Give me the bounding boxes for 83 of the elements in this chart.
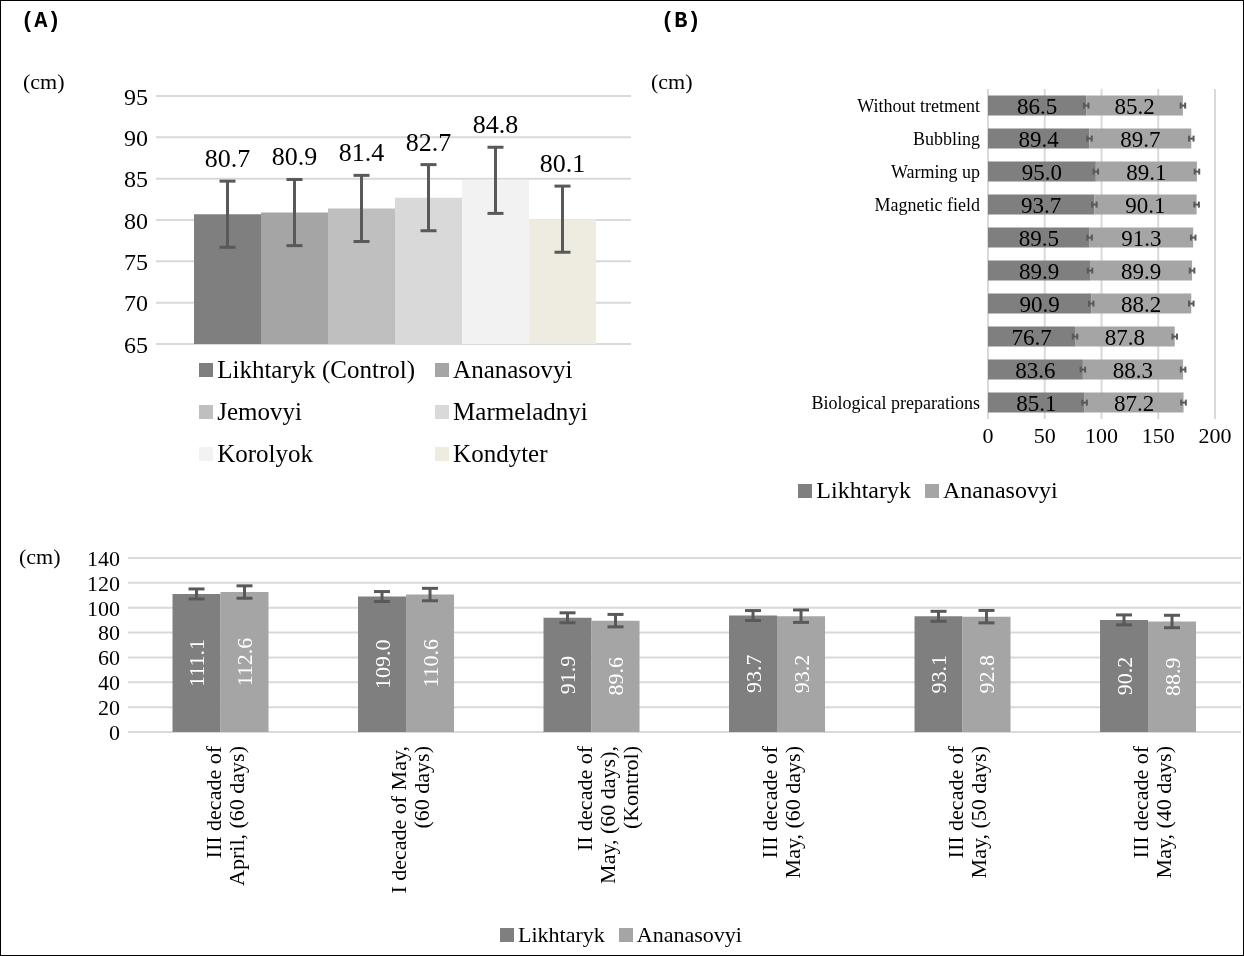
- y-tick-label: Bubbling: [912, 128, 980, 149]
- data-label: 92.8: [974, 655, 1000, 694]
- data-label: 93.7: [740, 654, 766, 694]
- legend-label: Ananasovyi: [942, 477, 1058, 504]
- data-label: 91.3: [1121, 225, 1162, 251]
- x-tick-label: III decade of April, (60 days): [200, 745, 249, 886]
- data-label: 82.7: [405, 127, 452, 157]
- data-label: 89.7: [1120, 126, 1161, 152]
- data-label: 89.4: [1018, 126, 1060, 152]
- legend-label: Likhtaryk (Control): [217, 356, 416, 384]
- data-label: 80.7: [204, 144, 251, 174]
- y-tick-label: 100: [87, 595, 120, 621]
- chart-title: (A): [21, 9, 61, 34]
- x-tick-label: III decade of May, (40 days): [1128, 745, 1177, 879]
- x-tick-label: 200: [1198, 422, 1232, 448]
- data-label: 93.2: [788, 654, 814, 694]
- y-tick-label: 65: [124, 331, 148, 358]
- data-label: 81.4: [338, 138, 385, 168]
- x-tick-label: 150: [1141, 422, 1175, 448]
- data-label: 89.5: [1018, 225, 1059, 251]
- y-axis-title: (cm): [19, 544, 61, 570]
- data-label: 85.2: [1114, 93, 1155, 119]
- legend-label: Jemovyi: [217, 398, 302, 426]
- y-tick-label: Biological preparations: [811, 392, 980, 413]
- x-tick-label: II decade of May, (60 days), (Kontrol): [571, 745, 643, 884]
- y-tick-label: 75: [124, 248, 148, 275]
- y-tick-label: 80: [98, 620, 120, 646]
- data-label: 93.1: [926, 654, 952, 694]
- y-tick-label: 20: [98, 694, 120, 720]
- data-label: 109.0: [369, 639, 395, 690]
- data-label: 88.9: [1159, 657, 1185, 697]
- y-tick-label: 60: [98, 645, 120, 671]
- data-label: 112.6: [232, 637, 258, 687]
- legend-label: Marmeladnyi: [453, 398, 588, 426]
- data-label: 90.9: [1019, 291, 1060, 317]
- x-tick-label: III decade of May, (60 days): [757, 745, 806, 879]
- y-tick-label: 140: [87, 545, 120, 571]
- y-tick-label: 0: [109, 719, 120, 745]
- data-label: 88.3: [1112, 357, 1154, 383]
- x-tick-label: I decade of May, (60 days): [386, 746, 435, 894]
- data-label: 111.1: [184, 639, 210, 687]
- y-tick-label: Warming up: [890, 161, 980, 182]
- data-label: 85.1: [1016, 390, 1057, 416]
- data-label: 88.2: [1121, 291, 1162, 317]
- data-label: 110.6: [417, 638, 443, 688]
- data-label: 91.9: [555, 655, 581, 695]
- data-label: 89.6: [603, 657, 629, 696]
- data-label: 90.2: [1111, 656, 1137, 696]
- legend-label: Likhtaryk: [518, 922, 605, 948]
- y-tick-label: 95: [124, 83, 148, 110]
- data-label: 87.2: [1113, 390, 1155, 416]
- legend-label: Likhtaryk: [816, 477, 911, 504]
- data-label: 93.7: [1021, 192, 1062, 218]
- data-label: 89.1: [1126, 159, 1167, 185]
- y-tick-label: 70: [124, 290, 148, 317]
- y-tick-label: 85: [124, 166, 148, 193]
- data-label: 83.6: [1015, 357, 1056, 383]
- x-tick-label: III decade of May, (50 days): [942, 745, 991, 879]
- y-tick-label: 40: [98, 670, 120, 696]
- legend-label: Ananasovyi: [636, 922, 742, 948]
- y-tick-label: 120: [87, 570, 120, 596]
- y-tick-label: 80: [124, 207, 148, 234]
- data-label: 76.7: [1011, 324, 1052, 350]
- data-label: 84.8: [472, 110, 519, 140]
- y-tick-label: Magnetic field: [874, 194, 980, 215]
- legend-label: Korolyok: [217, 440, 314, 468]
- data-label: 89.9: [1120, 258, 1162, 284]
- legend-label: Ananasovyi: [453, 356, 573, 384]
- data-label: 90.1: [1125, 192, 1166, 218]
- x-tick-label: 50: [1033, 422, 1056, 448]
- data-label: 80.1: [539, 149, 586, 179]
- y-tick-label: 90: [124, 124, 148, 151]
- y-axis-title: (cm): [23, 69, 65, 95]
- y-tick-label: Without tretment: [857, 95, 980, 116]
- x-tick-label: 100: [1085, 422, 1118, 448]
- data-label: 95.0: [1021, 159, 1063, 185]
- data-label: 86.5: [1016, 93, 1058, 119]
- y-axis-title: (cm): [651, 69, 693, 95]
- legend-label: Kondyter: [453, 440, 548, 468]
- data-label: 89.9: [1018, 258, 1060, 284]
- data-label: 80.9: [271, 142, 318, 172]
- text: (B): [661, 9, 701, 34]
- data-label: 87.8: [1104, 324, 1146, 350]
